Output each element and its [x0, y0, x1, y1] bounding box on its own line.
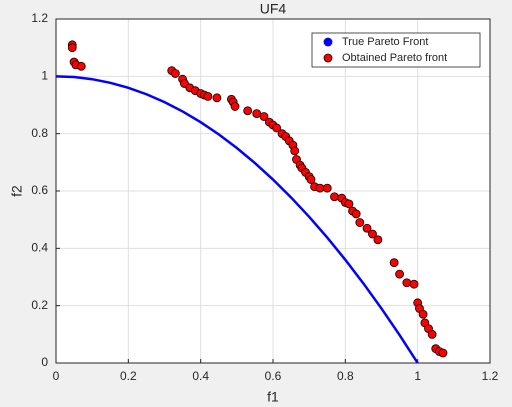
x-tick-label: 0.2 [120, 369, 137, 383]
x-axis-label: f1 [267, 389, 279, 405]
point [344, 199, 354, 209]
point [170, 69, 180, 78]
y-tick-label: 0.4 [31, 241, 48, 255]
chart-title: UF4 [260, 1, 287, 17]
point [409, 279, 419, 289]
legend-label: Obtained Pareto front [342, 52, 447, 64]
point [272, 123, 282, 133]
legend-box [311, 32, 481, 68]
legend-marker [323, 37, 333, 47]
point [427, 329, 437, 339]
point [402, 278, 412, 288]
line [55, 75, 419, 364]
point [315, 183, 325, 193]
point [395, 269, 404, 279]
point [362, 223, 372, 233]
x-tick-label: 1.2 [482, 369, 499, 383]
point [259, 112, 269, 121]
point [67, 43, 77, 53]
legend-label: True Pareto Front [342, 36, 428, 48]
point [230, 102, 240, 111]
y-tick-label: 0 [41, 355, 48, 369]
x-tick-label: 1 [414, 369, 421, 383]
y-axis-label: f2 [9, 185, 25, 197]
x-tick-label: 0.8 [337, 369, 354, 383]
point [373, 235, 383, 245]
point [203, 92, 213, 101]
point [351, 209, 361, 219]
y-tick-label: 1.2 [31, 11, 48, 25]
point [355, 218, 365, 227]
x-tick-label: 0 [53, 369, 60, 383]
axes-box [55, 18, 491, 364]
point [330, 192, 339, 202]
point [389, 258, 399, 268]
point [438, 348, 448, 358]
y-tick-label: 0.6 [31, 183, 48, 197]
point [322, 183, 332, 193]
legend-marker [323, 53, 333, 63]
point [76, 61, 86, 71]
point [243, 106, 253, 116]
y-tick-label: 1 [41, 69, 48, 83]
point [252, 109, 262, 118]
point [306, 175, 316, 184]
point [418, 309, 428, 319]
point [212, 93, 222, 103]
y-tick-label: 0.8 [31, 126, 48, 140]
point [290, 146, 300, 156]
point [368, 229, 377, 239]
y-tick-label: 0.2 [31, 298, 48, 312]
x-tick-label: 0.6 [265, 369, 282, 383]
x-tick-label: 0.4 [192, 369, 209, 383]
